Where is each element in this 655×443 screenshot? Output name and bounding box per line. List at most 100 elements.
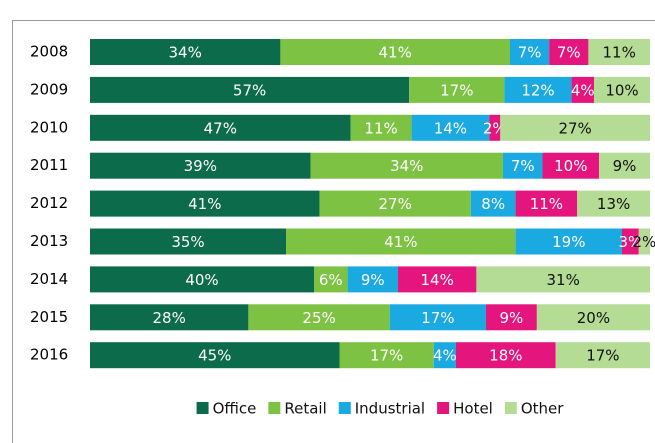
legend-label: Hotel [453,400,493,418]
bar-segment [398,266,477,293]
legend-label: Retail [284,400,326,418]
bar-segment [90,39,281,65]
value-label: 7% [511,157,535,175]
value-label: 41% [379,44,412,62]
bar-segment [350,114,412,141]
y-tick-label: 2011 [30,156,68,174]
value-label: 2% [633,233,655,251]
value-label: 7% [518,44,542,62]
value-label: 11% [530,195,563,213]
value-label: 4% [433,347,457,365]
value-label: 27% [558,119,591,137]
legend-label: Industrial [355,400,425,418]
bar-segment [515,228,622,255]
value-label: 27% [379,195,412,213]
legend-label: Other [521,400,564,418]
value-label: 17% [421,309,454,327]
bar-segment [314,266,348,293]
bar-segment [485,304,537,331]
bar-segment [489,114,501,141]
bar-segment [555,342,650,369]
bar-segment [90,342,340,369]
value-label: 18% [489,347,522,365]
y-tick-label: 2012 [30,194,68,212]
bar-segment [455,342,556,369]
bar-segment [90,266,314,293]
value-label: 40% [185,271,218,289]
bar-segment [90,114,351,141]
value-label: 25% [302,309,335,327]
value-label: 4% [571,81,595,99]
y-tick-label: 2013 [30,232,68,250]
bar-segment [433,342,456,369]
value-label: 20% [577,309,610,327]
value-label: 14% [434,119,467,137]
value-label: 39% [184,157,217,175]
bar-segment [90,304,249,331]
bar-segment [536,304,650,331]
value-label: 10% [554,157,587,175]
bar-segment [90,190,320,217]
bar-segment [571,76,594,103]
bar-segment [310,152,503,179]
y-tick-label: 2009 [30,80,68,98]
value-label: 41% [188,195,221,213]
bar-segment [577,190,650,217]
bar-segment [502,152,543,179]
legend-swatch [196,402,209,414]
value-label: 3% [619,233,643,251]
bar-segment [549,39,589,65]
value-label: 13% [597,195,630,213]
bar-segment [588,39,650,65]
y-tick-label: 2015 [30,308,68,326]
bar-segment [409,76,505,103]
value-label: 9% [613,157,637,175]
value-label: 6% [319,271,343,289]
bar-segment [248,304,390,331]
bar-segment [347,266,398,293]
bar-segment [622,228,639,255]
value-label: 28% [153,309,186,327]
value-label: 47% [204,119,237,137]
value-label: 9% [361,271,385,289]
bar-segment [286,228,516,255]
bar-segment [594,76,650,103]
value-label: 7% [557,44,581,62]
bar-segment [389,304,486,331]
bar-segment [90,76,410,103]
value-label: 17% [370,347,403,365]
bar-segment [542,152,600,179]
value-label: 41% [384,233,417,251]
value-label: 14% [421,271,454,289]
value-label: 45% [198,347,231,365]
value-label: 11% [364,119,397,137]
bar-segment [90,152,311,179]
value-label: 34% [390,157,423,175]
value-label: 19% [552,233,585,251]
legend-swatch [437,402,450,414]
bar-segment [638,228,650,255]
bar-segment [280,39,510,65]
bar-segment [319,190,471,217]
bar-segment [90,228,286,255]
value-label: 17% [440,81,473,99]
bar-segment [476,266,650,293]
value-label: 8% [481,195,505,213]
value-label: 35% [171,233,204,251]
value-label: 9% [500,309,524,327]
value-label: 31% [547,271,580,289]
value-label: 11% [603,44,636,62]
bar-segment [599,152,650,179]
value-label: 12% [521,81,554,99]
legend-swatch [268,402,281,414]
bar-segment [339,342,434,369]
bar-segment [510,39,550,65]
legend-swatch [504,402,517,414]
bar-segment [411,114,490,141]
value-label: 17% [586,347,619,365]
bar-segment [504,76,572,103]
value-label: 10% [605,81,638,99]
legend-label: Office [213,400,257,418]
bar-segment [515,190,578,217]
